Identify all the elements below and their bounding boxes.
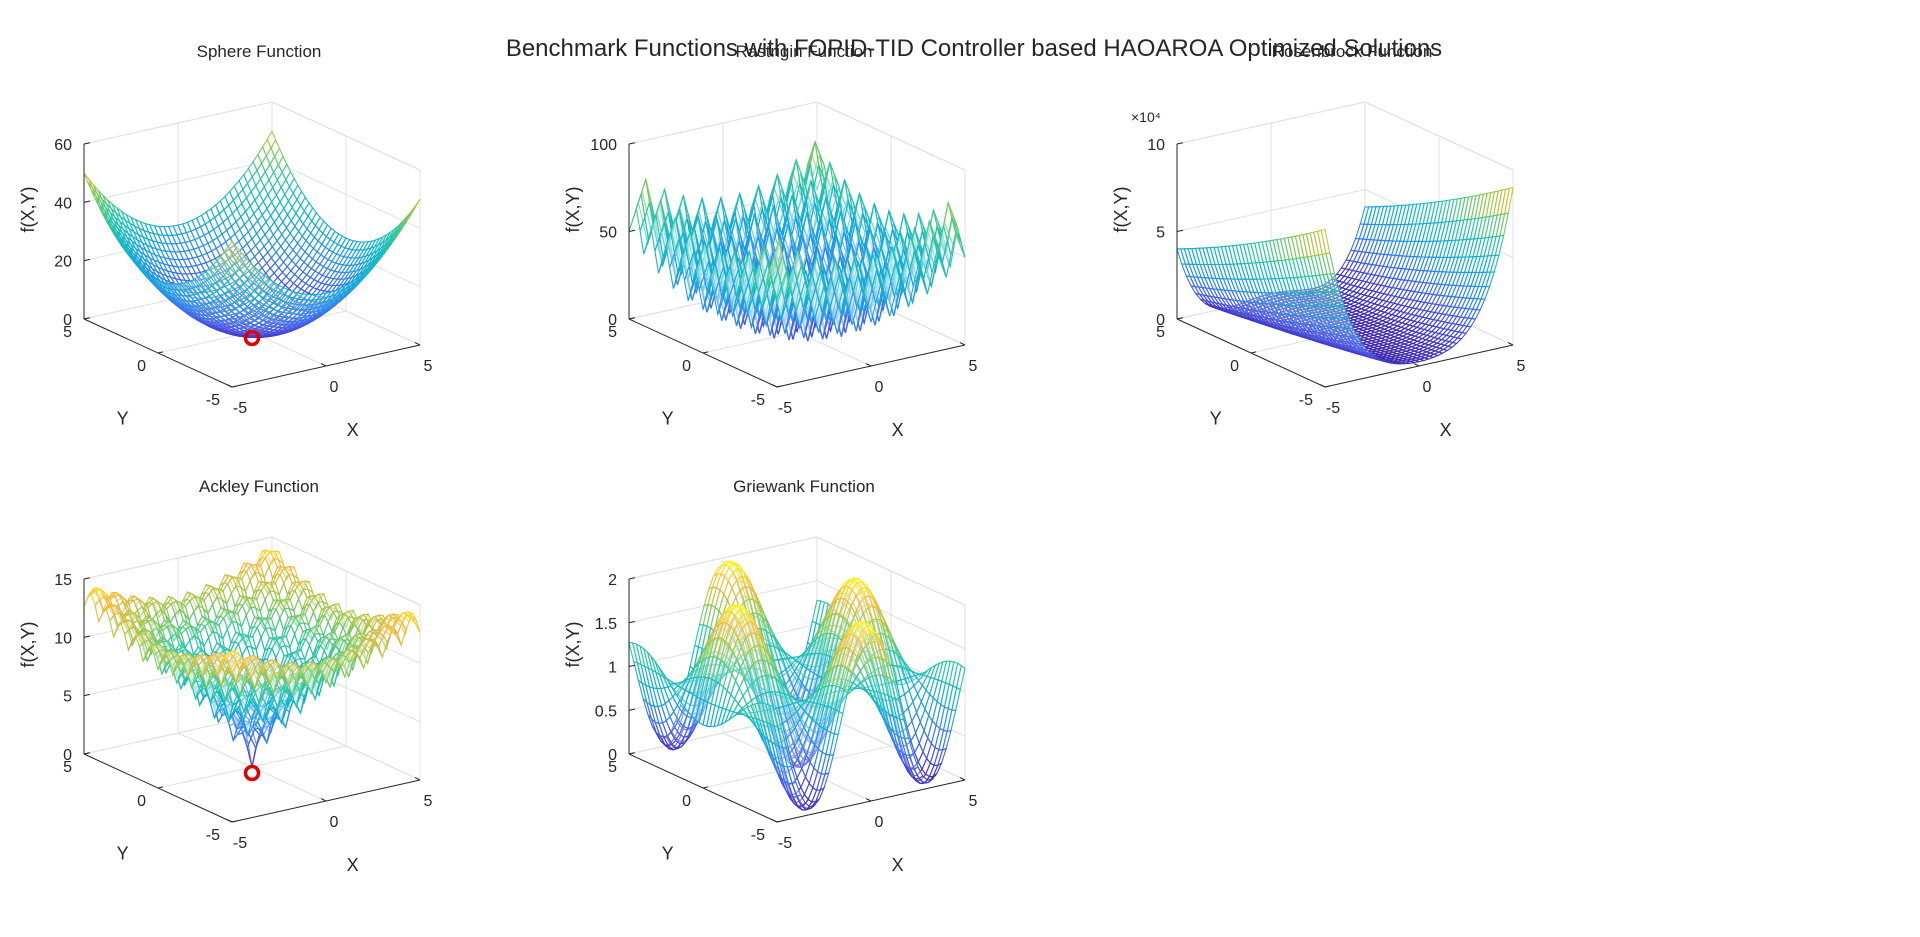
subplot-title: Rosenbrock Function [1272,42,1433,61]
x-tick-mark [865,363,872,367]
z-tick-label: 0 [63,312,72,329]
z-tick-mark [83,142,91,145]
y-tick-mark [702,351,709,354]
z-tick-mark [1176,229,1184,232]
x-tick-mark [226,384,233,388]
x-tick-label: 0 [875,379,884,396]
x-tick-label: 0 [330,379,339,396]
x-tick-mark [414,342,421,346]
x-tick-mark [1507,342,1514,346]
y-tick-mark [1250,351,1257,354]
y-tick-label: 0 [1230,358,1239,375]
x-tick-label: -5 [233,400,247,417]
x-axis-label: X [347,420,359,440]
x-tick-mark [1413,363,1420,367]
y-tick-mark [1324,385,1331,388]
figure-title: Benchmark Functions with FOPID-TID Contr… [506,35,1442,62]
z-tick-label: 100 [590,137,617,154]
z-tick-label: 50 [599,225,617,242]
z-tick-mark [83,200,91,203]
x-axis-label: X [1440,420,1452,440]
x-tick-label: -5 [1326,400,1340,417]
y-axis-label: Y [1210,409,1222,429]
subplot-title: Rastrigin Function [735,42,872,61]
z-axis-label: f(X,Y) [18,186,38,232]
z-tick-mark [83,317,91,320]
z-exponent-label: ×10⁴ [1131,109,1161,125]
x-tick-label: -5 [778,400,792,417]
y-tick-label: -5 [1299,392,1313,409]
z-tick-label: 0 [1156,312,1165,329]
back-edge [83,101,273,145]
y-tick-label: 0 [682,358,691,375]
z-tick-mark [628,142,636,145]
x-tick-label: 5 [969,358,978,375]
x-tick-mark [320,363,327,367]
x-tick-label: 0 [1423,379,1432,396]
x-tick-label: 5 [1517,358,1526,375]
z-axis-label: f(X,Y) [1111,186,1131,232]
x-tick-mark [771,384,778,388]
y-tick-label: 0 [137,358,146,375]
y-axis-label: Y [662,409,674,429]
y-tick-mark [157,351,164,354]
z-tick-label: 20 [54,254,72,271]
y-tick-label: -5 [751,392,765,409]
z-tick-label: 5 [1156,225,1165,242]
z-tick-label: 10 [1147,137,1165,154]
x-tick-mark [959,342,966,346]
z-tick-label: 40 [54,195,72,212]
x-axis-label: X [892,420,904,440]
z-tick-label: 60 [54,137,72,154]
subplot-title: Sphere Function [197,42,322,61]
y-tick-mark [776,385,783,388]
z-tick-mark [628,317,636,320]
z-tick-mark [1176,317,1184,320]
x-tick-label: 5 [424,358,433,375]
z-axis-label: f(X,Y) [563,186,583,232]
z-tick-mark [1176,142,1184,145]
x-tick-mark [1319,384,1326,388]
y-tick-mark [231,385,238,388]
y-tick-label: -5 [206,392,220,409]
back-edge [271,101,421,171]
z-tick-mark [83,258,91,262]
y-axis-label: Y [117,409,129,429]
z-tick-label: 0 [608,312,617,329]
